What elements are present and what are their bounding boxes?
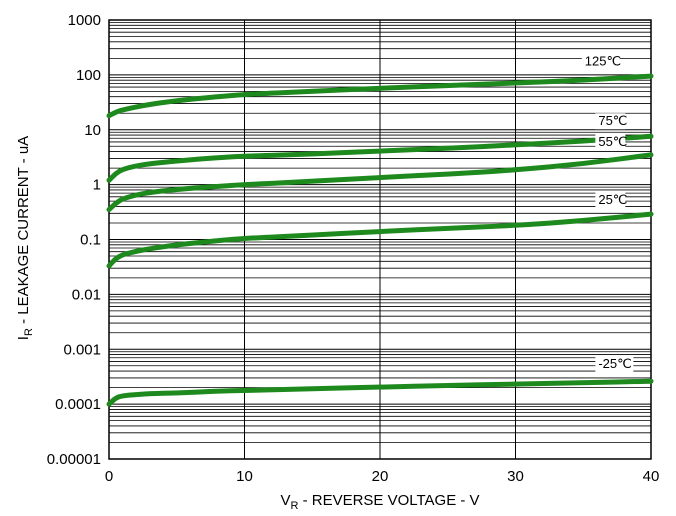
y-axis-title: IR - LEAKAGE CURRENT - uA [15,136,35,340]
x-tick-label: 20 [372,468,389,485]
series-label-bg [581,53,620,70]
x-axis-title-rest: - REVERSE VOLTAGE - V [298,492,479,509]
y-tick-label: 0.0001 [55,396,101,413]
y-axis-title-subscript: R [23,328,35,336]
series-label-bg [595,192,626,209]
series-label-bg [595,356,634,373]
x-tick-label: 10 [236,468,253,485]
series-line [106,133,654,183]
y-tick-label: 0.001 [63,341,101,358]
plot-frame [108,19,652,460]
series-label: -25℃ [598,356,631,371]
y-tick-label: 1000 [68,12,101,29]
y-tick-label: 1 [93,177,101,194]
y-tick-label: 0.00001 [47,451,101,468]
series-line [106,378,654,407]
series-label: 25℃ [598,192,627,207]
x-tick-label: 0 [105,468,113,485]
y-tick-labels: 0.00001 0.0001 0.001 0.01 0.1 1 10 100 1000 [47,12,101,468]
series-label: 75℃ [598,113,627,128]
y-axis-title-rest: - LEAKAGE CURRENT - uA [15,136,32,328]
series-line [106,152,654,213]
x-axis-title-subscript: R [290,500,298,512]
y-tick-label: 0.1 [80,232,101,249]
series-labels: 125℃ 75℃ 55℃ 25℃ -25℃ [581,53,634,373]
series-line [106,211,654,269]
y-axis-title-main: I [15,336,32,340]
x-tick-label: 30 [507,468,524,485]
series-label: 125℃ [585,53,621,68]
x-tick-labels: 0 10 20 30 40 [105,468,660,485]
y-tick-label: 10 [84,122,101,139]
x-axis-title-main: V [280,492,290,509]
y-tick-label: 100 [76,67,101,84]
series-line [106,73,654,119]
x-tick-label: 40 [643,468,660,485]
y-tick-label: 0.01 [72,286,101,303]
series-label: 55℃ [598,134,627,149]
series-lines [106,73,654,407]
x-axis-title: VR - REVERSE VOLTAGE - V [280,492,479,512]
series-label-bg [595,113,626,130]
series-label-bg [595,134,626,151]
